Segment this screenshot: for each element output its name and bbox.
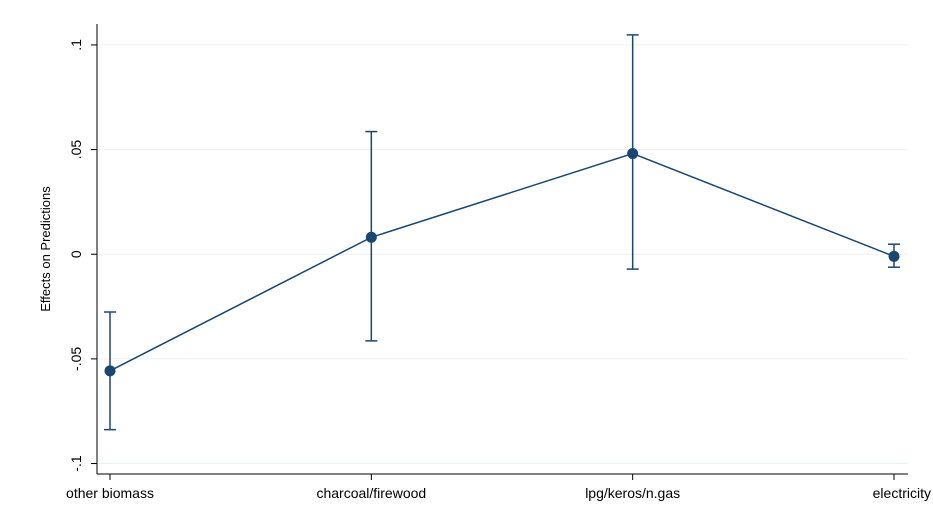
y-axis-label: Effects on Predictions xyxy=(38,186,53,312)
x-tick-label: other biomass xyxy=(66,485,154,501)
point xyxy=(104,365,116,377)
line xyxy=(109,152,895,372)
point xyxy=(365,231,377,243)
x-tick-label: charcoal/firewood xyxy=(316,485,426,501)
point xyxy=(888,250,900,262)
y-tick-label: .05 xyxy=(68,140,84,160)
y-tick-label: .1 xyxy=(68,39,84,51)
y-tick-label: -.05 xyxy=(68,347,84,371)
x-tick-label: lpg/keros/n.gas xyxy=(585,485,680,501)
point xyxy=(627,148,639,160)
y-tick-label: 0 xyxy=(68,250,84,258)
x-tick-label: electricity xyxy=(873,485,931,501)
y-tick-label: -.1 xyxy=(68,455,84,472)
